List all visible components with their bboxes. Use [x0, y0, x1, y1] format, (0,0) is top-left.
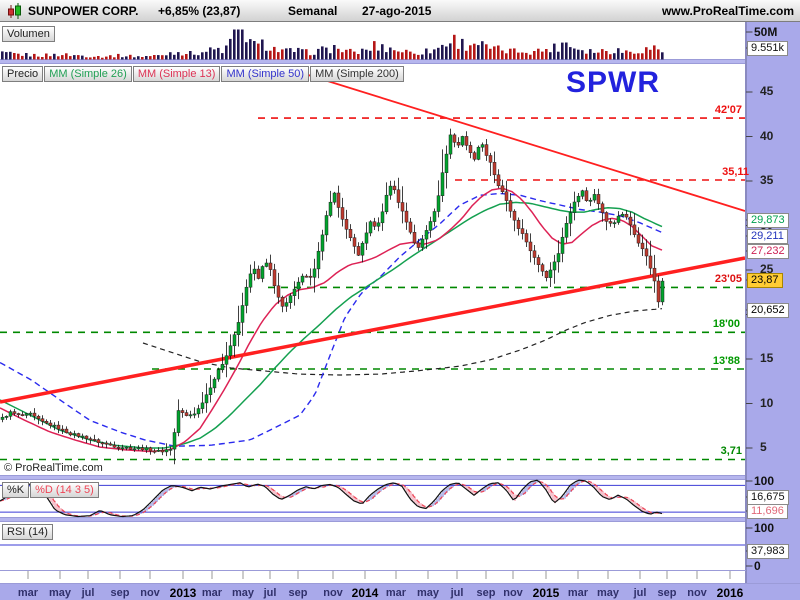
tab-rsi[interactable]: RSI (14) [2, 524, 53, 540]
time-axis-label: jul [633, 587, 647, 599]
time-axis-label: nov [323, 587, 343, 599]
moving-averages [0, 187, 663, 453]
axis-label: 100 [754, 474, 775, 488]
axis-value-box: 37,983 [747, 544, 789, 559]
rsi-tab-row: RSI (14) [2, 522, 54, 540]
time-axis-label: nov [140, 587, 160, 599]
trend-lines [0, 73, 746, 404]
session-date: 27-ago-2015 [362, 4, 432, 18]
price-tab-row: Precio MM (Simple 26) MM (Simple 13) MM (Si… [2, 64, 405, 82]
level-label: 18'00 [712, 318, 740, 331]
time-axis-label: may [416, 587, 440, 599]
tab--k[interactable]: %K [2, 482, 30, 498]
volume-tab-row: Volumen [2, 24, 56, 42]
level-label: 35,11 [722, 166, 749, 179]
axis-value-box: 27,232 [747, 244, 789, 259]
stochastic-tab-row: %K %D (14 3 5) [2, 480, 100, 498]
tab-volumen[interactable]: Volumen [2, 26, 55, 42]
time-axis-label: jul [263, 587, 277, 599]
time-axis-label: mar [201, 587, 223, 599]
time-axis-label: sep [110, 587, 130, 599]
time-axis-label: nov [503, 587, 523, 599]
price-axis-tick: 15 [760, 351, 774, 365]
price-axis-tick: 25 [760, 262, 774, 276]
website-watermark: www.ProRealTime.com [661, 4, 794, 18]
axis-label: 100 [754, 521, 775, 535]
tab-mm-simple-13-[interactable]: MM (Simple 13) [132, 66, 221, 82]
tab-mm-simple-26-[interactable]: MM (Simple 26) [44, 66, 132, 82]
timeframe[interactable]: Semanal [288, 4, 338, 18]
axis-label: 0 [754, 559, 761, 573]
time-axis-label: may [231, 587, 255, 599]
price-axis-tick: 35 [760, 173, 774, 187]
time-axis-label: mar [17, 587, 39, 599]
time-axis-label: 2014 [351, 586, 379, 600]
copyright-watermark: © ProRealTime.com [4, 462, 103, 474]
price-axis-tick: 40 [760, 128, 774, 143]
level-label: 3,71 [720, 445, 742, 458]
time-axis-label: 2015 [532, 586, 560, 600]
axis-value-box: 11,696 [747, 504, 788, 519]
time-axis-label: mar [385, 587, 407, 599]
time-axis-bar[interactable] [0, 583, 800, 600]
axis-ticks [0, 22, 753, 583]
level-label: 23'05 [714, 273, 742, 286]
candlestick-icon [8, 3, 21, 19]
candles [0, 128, 665, 465]
axis-value-box: 9.551k [747, 41, 789, 56]
tab-mm-simple-50-[interactable]: MM (Simple 50) [221, 66, 310, 82]
tab-precio[interactable]: Precio [2, 66, 44, 82]
tab--d-14-3-5-[interactable]: %D (14 3 5) [30, 482, 99, 498]
price-axis-tick: 5 [760, 440, 767, 454]
axis-label: 50M [754, 25, 778, 39]
axis-value-box: 23,87 [747, 273, 783, 288]
time-axis-label: may [596, 587, 620, 599]
axis-value-box: 29,211 [747, 229, 788, 244]
tab-mm-simple-200-[interactable]: MM (Simple 200) [310, 66, 404, 82]
panel-separator[interactable] [0, 475, 746, 480]
horizontal-levels [0, 117, 746, 461]
panel-separator[interactable] [0, 517, 746, 522]
time-axis-label: 2016 [716, 586, 744, 600]
ticker-symbol: SPWR [566, 66, 660, 99]
axis-value-box: 20,652 [747, 303, 789, 318]
time-axis-label: may [48, 587, 72, 599]
axis-value-box: 16,675 [747, 490, 789, 505]
price-change: +6,85% (23,87) [158, 4, 241, 18]
level-label: 13'88 [712, 354, 740, 367]
value-axis-strip[interactable] [746, 22, 800, 583]
time-axis-label: sep [288, 587, 308, 599]
time-axis-label: nov [687, 587, 707, 599]
title-bar: SUNPOWER CORP. +6,85% (23,87) Semanal 27… [0, 0, 800, 22]
axis-value-box: 29,873 [747, 213, 789, 228]
level-label: 42'07 [714, 104, 742, 117]
price-axis-tick: 10 [760, 395, 774, 410]
time-axis-label: jul [81, 587, 95, 599]
price-axis-tick: 45 [760, 84, 774, 98]
time-axis-label: sep [476, 587, 496, 599]
time-axis-label: jul [450, 587, 464, 599]
oscillators [0, 479, 745, 546]
time-axis-label: mar [567, 587, 589, 599]
volume-bars [1, 29, 664, 60]
instrument-name: SUNPOWER CORP. [28, 4, 139, 18]
time-axis-label: 2013 [169, 586, 197, 600]
time-axis-label: sep [657, 587, 677, 599]
